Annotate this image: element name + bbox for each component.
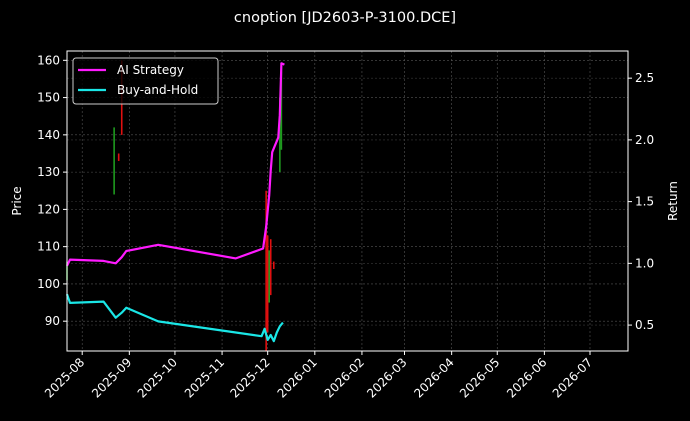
x-tick-label: 2025-12 [227, 355, 272, 400]
x-tick-label: 2026-04 [411, 355, 456, 400]
y-tick-label: 160 [37, 53, 60, 67]
y-tick-label: 140 [37, 128, 60, 142]
x-tick-label: 2026-03 [364, 355, 409, 400]
y2-tick-label: 0.5 [635, 318, 654, 332]
x-tick-label: 2026-07 [550, 355, 595, 400]
legend-box [72, 57, 219, 105]
y-axis-label: Price [10, 186, 24, 215]
y2-tick-label: 1.5 [635, 195, 654, 209]
x-tick-label: 2026-05 [457, 355, 502, 400]
series-line-buy-and-hold [65, 293, 284, 343]
y2-tick-label: 1.0 [635, 256, 654, 270]
x-tick-label: 2025-09 [89, 355, 134, 400]
legend-label: AI Strategy [117, 63, 184, 77]
x-tick-label: 2025-08 [42, 355, 87, 400]
y2-tick-label: 2.0 [635, 133, 654, 147]
chart-title: cnoption [JD2603-P-3100.DCE] [233, 10, 457, 26]
x-tick-label: 2026-01 [275, 355, 320, 400]
y-tick-label: 110 [37, 240, 60, 254]
y-tick-label: 120 [37, 202, 60, 216]
legend-label: Buy-and-Hold [117, 83, 198, 97]
y2-axis-label: Return [666, 181, 680, 221]
x-tick-label: 2025-10 [135, 355, 180, 400]
x-tick-label: 2026-06 [504, 355, 549, 400]
y-tick-label: 90 [45, 314, 60, 328]
x-tick-label: 2025-11 [182, 355, 227, 400]
y-tick-label: 150 [37, 91, 60, 105]
y2-tick-label: 2.5 [635, 71, 654, 85]
x-tick-label: 2026-02 [322, 355, 367, 400]
plot-frame [66, 50, 629, 352]
y-tick-label: 130 [37, 165, 60, 179]
y-tick-label: 100 [37, 277, 60, 291]
series-line-ai-strategy [66, 62, 285, 267]
